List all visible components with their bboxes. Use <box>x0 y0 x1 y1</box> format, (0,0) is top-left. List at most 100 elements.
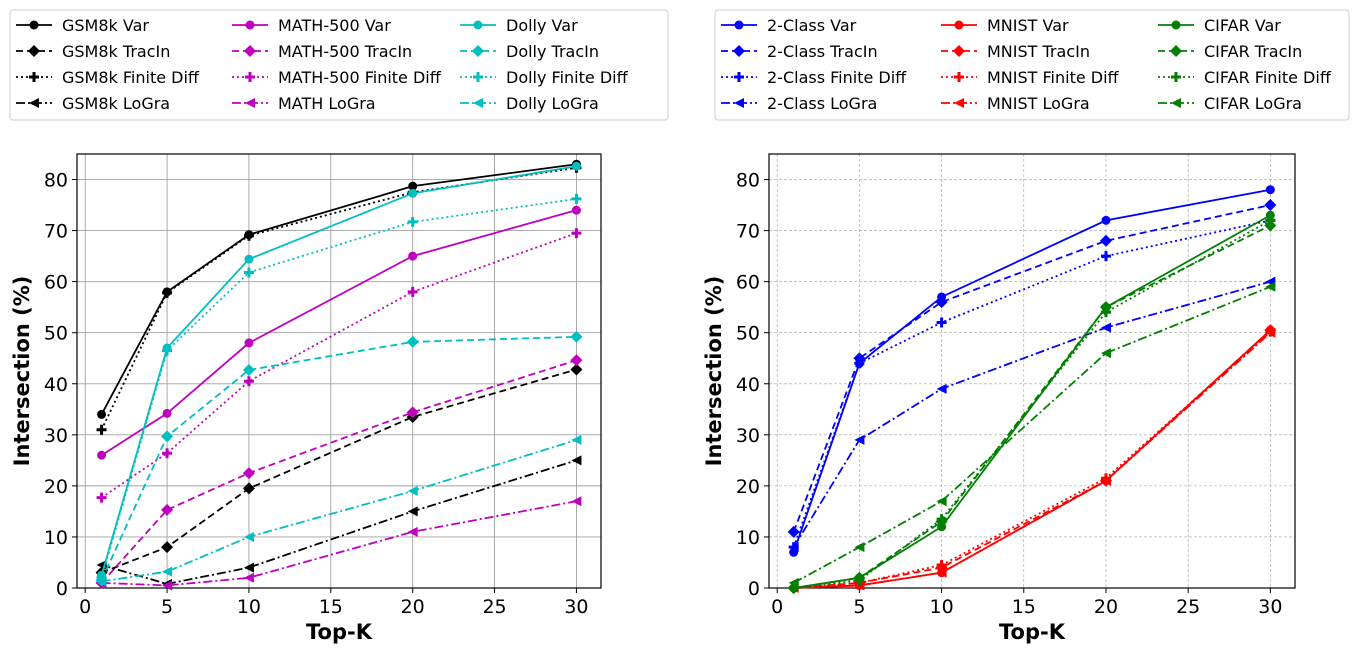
data-point <box>935 296 948 309</box>
legend-label: MATH-500 TracIn <box>278 42 412 61</box>
left-series-group <box>95 159 583 591</box>
data-point <box>408 181 418 191</box>
legend-label: MATH-500 Finite Diff <box>278 68 442 87</box>
x-tick-label: 0 <box>79 596 91 618</box>
legend-marker <box>733 45 745 57</box>
data-point <box>243 562 254 573</box>
data-point <box>407 526 418 537</box>
data-point <box>571 161 581 171</box>
legend-marker <box>734 20 744 30</box>
y-tick-label: 50 <box>736 323 760 345</box>
data-point <box>854 434 865 445</box>
legend-marker <box>244 45 256 57</box>
data-point <box>1100 322 1111 333</box>
legend-marker <box>29 72 39 82</box>
right-series-group <box>787 185 1277 594</box>
data-point <box>571 455 582 466</box>
legend-marker <box>245 98 255 108</box>
y-tick-label: 70 <box>44 221 68 243</box>
legend-label: CIFAR TracIn <box>1204 42 1302 61</box>
series-line <box>101 459 577 585</box>
data-point <box>408 251 418 261</box>
data-point <box>570 354 583 367</box>
data-point <box>571 496 582 507</box>
data-point <box>243 267 254 278</box>
data-point <box>854 575 865 586</box>
left-y-axis-label: Intersection (%) <box>10 276 34 467</box>
legend-marker <box>1171 72 1181 82</box>
series-line <box>793 219 1271 589</box>
data-point <box>1100 475 1111 486</box>
legend-label: GSM8k Finite Diff <box>62 68 200 87</box>
data-point <box>162 345 173 356</box>
y-tick-label: 20 <box>736 476 760 498</box>
series-line <box>100 163 577 415</box>
legend-marker <box>954 20 964 30</box>
series-line <box>793 331 1271 589</box>
data-point <box>788 542 799 553</box>
series-line <box>792 204 1271 533</box>
y-tick-label: 40 <box>736 374 760 396</box>
data-point <box>407 506 418 517</box>
legend-label: CIFAR Finite Diff <box>1204 68 1332 87</box>
y-tick-label: 60 <box>44 272 68 294</box>
legend-marker <box>29 20 39 30</box>
legend-marker <box>1170 45 1182 57</box>
data-point <box>97 409 107 419</box>
series-line <box>100 359 577 584</box>
data-point <box>1265 185 1275 195</box>
x-tick-label: 25 <box>1176 596 1200 618</box>
legend-label: MATH LoGra <box>278 94 376 113</box>
series-line <box>101 439 577 583</box>
data-point <box>162 287 173 298</box>
legend-label: GSM8k Var <box>62 16 149 35</box>
data-point <box>161 430 174 443</box>
data-point <box>936 317 947 328</box>
left-x-axis-label: Top-K <box>306 620 373 644</box>
data-point <box>570 330 583 343</box>
data-point <box>244 254 254 264</box>
x-tick-label: 5 <box>161 596 173 618</box>
x-tick-label: 15 <box>1012 596 1036 618</box>
data-point <box>571 434 582 445</box>
series-line <box>792 188 1271 553</box>
legend-label: Dolly LoGra <box>506 94 599 113</box>
data-point <box>571 228 582 239</box>
x-tick-label: 30 <box>564 596 588 618</box>
x-tick-label: 0 <box>771 596 783 618</box>
x-tick-label: 5 <box>853 596 865 618</box>
legend-label: MATH-500 Var <box>278 16 391 35</box>
series-line <box>100 335 577 581</box>
x-tick-label: 20 <box>401 596 425 618</box>
left-chart: GSM8k Var GSM8k TracIn GSM8k Finite Diff GS… <box>9 9 669 644</box>
y-tick-label: 30 <box>44 425 68 447</box>
y-tick-label: 60 <box>736 272 760 294</box>
legend-label: GSM8k LoGra <box>62 94 170 113</box>
legend-marker <box>473 98 483 108</box>
legend-marker <box>953 45 965 57</box>
data-point <box>162 580 173 591</box>
legend-label: GSM8k TracIn <box>62 42 170 61</box>
legend-marker <box>245 20 255 30</box>
data-point <box>571 205 581 215</box>
legend-label: Dolly Var <box>506 16 578 35</box>
data-point <box>936 567 947 578</box>
series-line <box>793 214 1271 589</box>
legend-label: 2-Class TracIn <box>767 42 878 61</box>
x-tick-label: 15 <box>319 596 343 618</box>
data-point <box>1099 234 1112 247</box>
x-tick-label: 20 <box>1094 596 1118 618</box>
legend-label: MNIST Finite Diff <box>987 68 1120 87</box>
data-point <box>1264 219 1277 232</box>
data-point <box>162 566 173 577</box>
x-tick-label: 30 <box>1258 596 1282 618</box>
data-point <box>936 496 947 507</box>
legend-marker <box>734 98 744 108</box>
right-y-axis-label: Intersection (%) <box>702 276 726 467</box>
data-point <box>243 230 254 241</box>
legend-marker <box>473 72 483 82</box>
data-point <box>936 383 947 394</box>
y-tick-label: 30 <box>736 425 760 447</box>
data-point <box>407 286 418 297</box>
data-point <box>242 363 255 376</box>
